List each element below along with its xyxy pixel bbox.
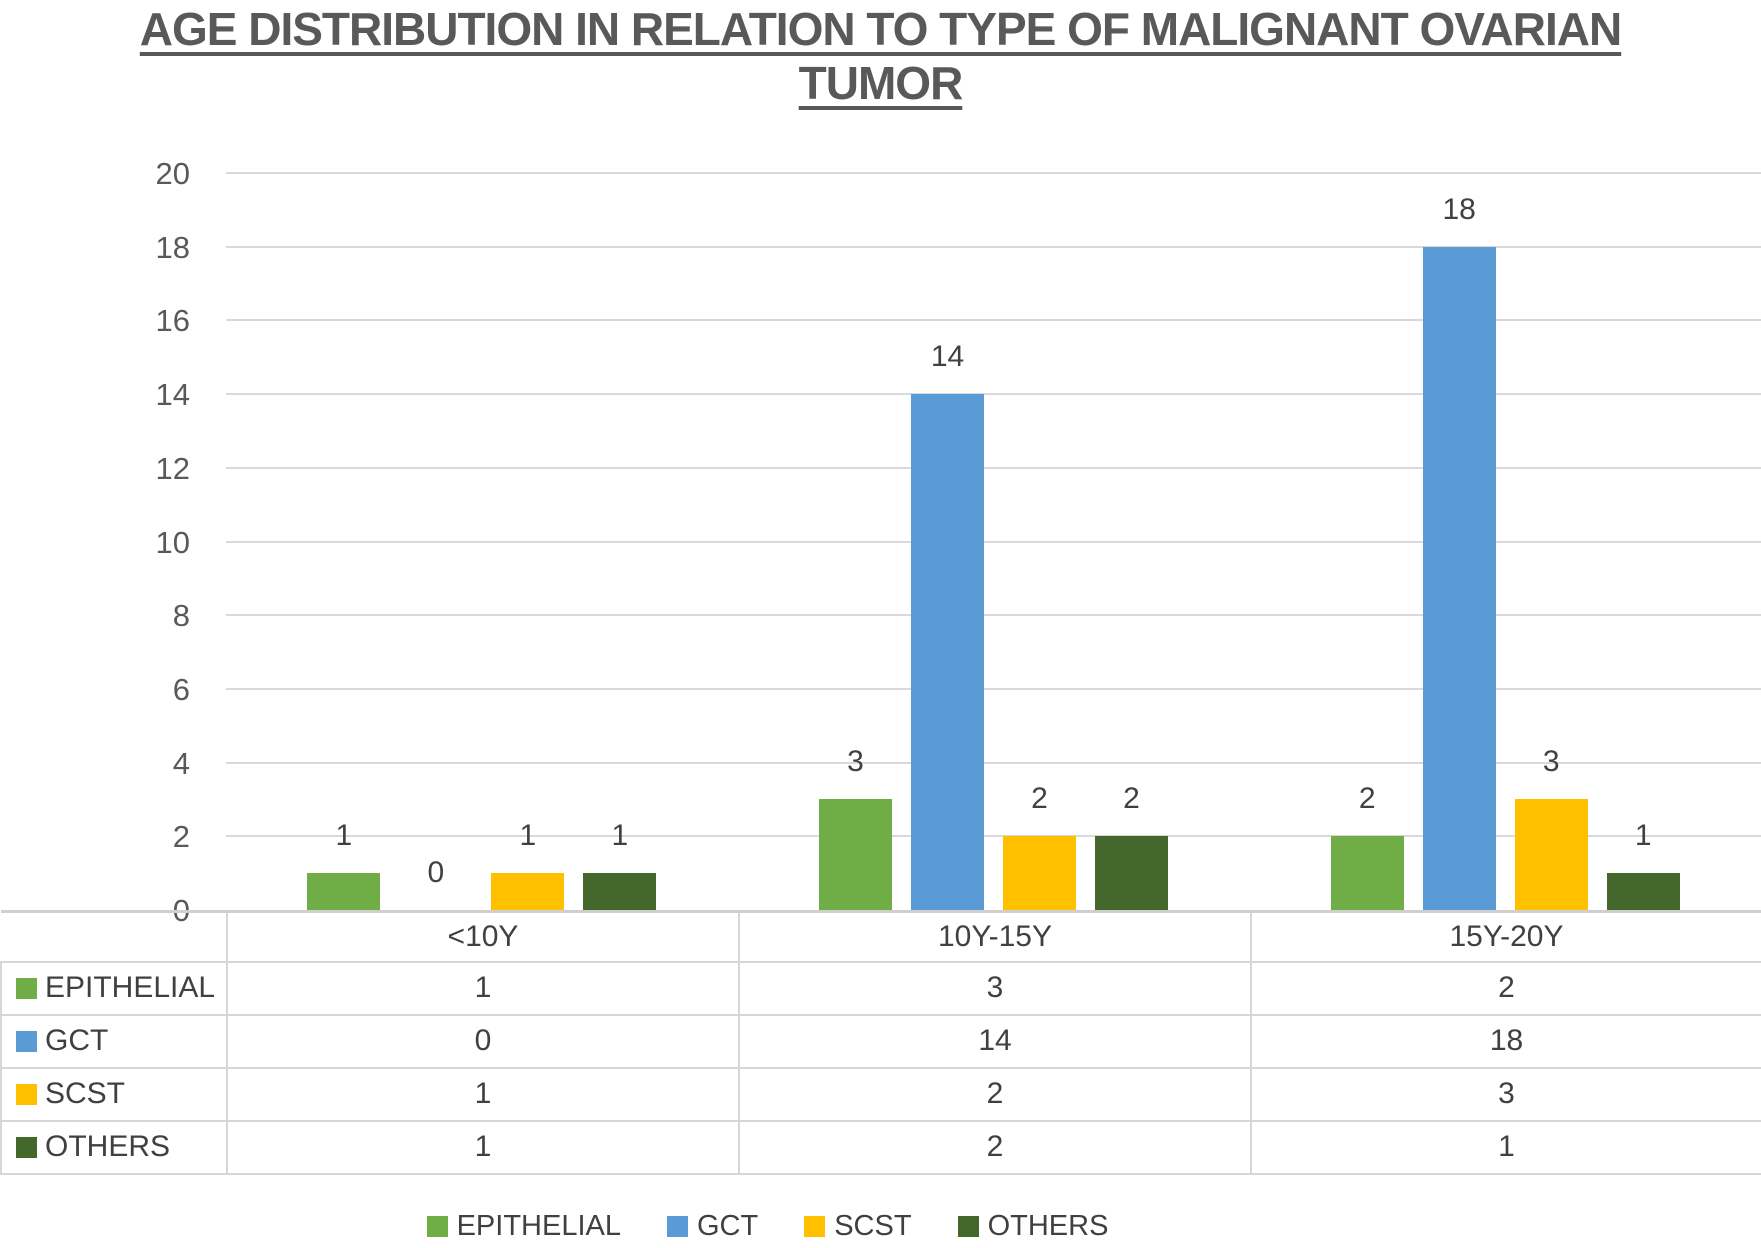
cell-others-10y-15y: 2	[738, 1119, 1252, 1175]
category-cell-10y-15y: 10Y-15Y	[738, 910, 1252, 963]
gridline-10	[226, 540, 1761, 543]
cell-gct-10y: 0	[226, 1013, 740, 1069]
cell-others-15y-20y: 1	[1250, 1119, 1761, 1175]
legend-label-scst: SCST	[834, 1209, 912, 1242]
gridline-12	[226, 466, 1761, 469]
epithelial-swatch-icon	[16, 978, 37, 999]
others-swatch-icon	[16, 1137, 37, 1158]
cell-scst-10y-15y: 2	[738, 1066, 1252, 1122]
series-label-others: OTHERS	[0, 1119, 228, 1175]
chart-title: AGE DISTRIBUTION IN RELATION TO TYPE OF …	[139, 3, 1622, 110]
y-tick-4: 4	[172, 745, 190, 781]
bar-gct-15y-20y	[1422, 246, 1496, 910]
value-label-scst-10y-15y: 2	[1031, 782, 1048, 816]
legend-label-others: OTHERS	[987, 1209, 1109, 1242]
y-tick-20: 20	[155, 156, 190, 191]
value-label-epithelial-10y: 1	[335, 819, 353, 853]
series-label-epithelial: EPITHELIAL	[0, 960, 228, 1016]
y-tick-2: 2	[172, 819, 190, 855]
gridline-2	[226, 835, 1761, 838]
cell-scst-15y-20y: 3	[1250, 1066, 1761, 1122]
value-label-epithelial-15y-20y: 2	[1358, 782, 1376, 816]
bar-scst-15y-20y	[1514, 799, 1588, 910]
gridline-18	[226, 245, 1761, 248]
cell-gct-10y-15y: 14	[738, 1013, 1252, 1069]
bar-scst-10y-15y	[1003, 836, 1076, 910]
bar-others-10y-15y	[1095, 836, 1168, 910]
y-tick-16: 16	[155, 303, 190, 339]
series-label-gct: GCT	[0, 1013, 228, 1069]
value-label-gct-15y-20y: 18	[1442, 192, 1476, 226]
value-label-epithelial-10y-15y: 3	[847, 745, 864, 779]
bar-scst-10y	[491, 873, 565, 910]
legend-label-gct: GCT	[697, 1209, 759, 1242]
category-cell-15y-20y: 15Y-20Y	[1250, 910, 1761, 963]
table-row-gct: GCT 0 14 18	[0, 1013, 1761, 1069]
gridline-16	[226, 319, 1761, 322]
y-tick-10: 10	[155, 524, 190, 560]
cell-epithelial-10y-15y: 3	[738, 960, 1252, 1016]
chart-title-wrap: AGE DISTRIBUTION IN RELATION TO TYPE OF …	[0, 2, 1761, 111]
cell-epithelial-15y-20y: 2	[1250, 960, 1761, 1016]
value-label-gct-10y-15y: 14	[930, 340, 965, 374]
bar-epithelial-10y-15y	[819, 799, 892, 910]
cell-scst-10y: 1	[226, 1066, 740, 1122]
cell-gct-15y-20y: 18	[1250, 1013, 1761, 1069]
value-label-others-10y-15y: 2	[1123, 782, 1140, 816]
value-label-others-10y: 1	[611, 819, 629, 853]
table-row-epithelial: EPITHELIAL 1 3 2	[0, 960, 1761, 1016]
bar-gct-10y-15y	[911, 394, 984, 910]
gridline-8	[226, 614, 1761, 617]
category-cell-10y: <10Y	[226, 910, 740, 963]
table-row-others: OTHERS 1 2 1	[0, 1119, 1761, 1175]
scst-swatch-icon	[16, 1084, 37, 1105]
bar-epithelial-15y-20y	[1330, 836, 1404, 910]
data-table: <10Y 10Y-15Y 15Y-20Y EPITHELIAL 1 3 2 GCT 0 14 18 S…	[0, 910, 1761, 1175]
gridline-14	[226, 393, 1761, 396]
gridline-6	[226, 687, 1761, 690]
table-corner-blank	[1, 910, 227, 962]
bar-others-10y	[583, 873, 657, 910]
plot-area: 1 0 1 1 3 14 2 2 2 18 3 1	[226, 172, 1761, 910]
gridline-20	[226, 172, 1761, 174]
y-tick-18: 18	[155, 229, 190, 265]
y-tick-8: 8	[172, 598, 190, 634]
category-row: <10Y 10Y-15Y 15Y-20Y	[1, 910, 1761, 963]
y-tick-6: 6	[172, 671, 190, 707]
series-label-scst: SCST	[0, 1066, 228, 1122]
legend-item-epithelial: EPITHELIAL	[426, 1209, 621, 1243]
value-label-scst-10y: 1	[519, 819, 537, 853]
value-label-scst-15y-20y: 3	[1542, 745, 1560, 779]
bar-others-15y-20y	[1606, 873, 1680, 910]
bar-epithelial-10y	[307, 873, 381, 910]
cell-others-10y: 1	[226, 1119, 740, 1175]
value-label-others-15y-20y: 1	[1634, 819, 1652, 853]
table-row-scst: SCST 1 2 3	[0, 1066, 1761, 1122]
legend-others-swatch-icon	[957, 1215, 979, 1237]
value-label-gct-10y: 0	[427, 856, 445, 889]
y-tick-12: 12	[155, 450, 190, 486]
legend-item-gct: GCT	[667, 1210, 758, 1243]
gct-swatch-icon	[16, 1031, 37, 1052]
gridline-4	[226, 761, 1761, 764]
cell-epithelial-10y: 1	[226, 960, 740, 1016]
y-tick-14: 14	[155, 377, 190, 413]
legend-label-epithelial: EPITHELIAL	[456, 1209, 621, 1242]
legend-item-scst: SCST	[804, 1209, 912, 1243]
legend-gct-swatch-icon	[667, 1215, 688, 1237]
chart-legend: EPITHELIAL GCT SCST OTHERS	[0, 1206, 1535, 1246]
legend-epithelial-swatch-icon	[426, 1215, 448, 1237]
legend-scst-swatch-icon	[804, 1215, 826, 1237]
legend-item-others: OTHERS	[957, 1209, 1109, 1243]
